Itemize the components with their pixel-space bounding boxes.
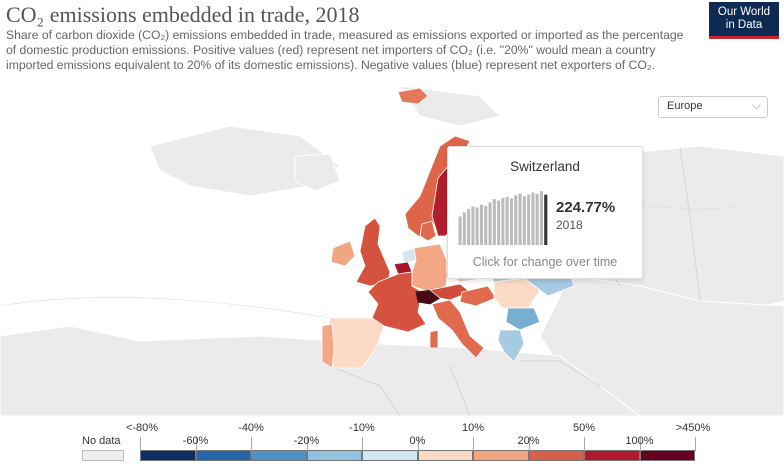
legend-tick-label: -60% [182, 435, 209, 447]
sparkline-bar [462, 212, 466, 245]
chart-title: CO₂ emissions embedded in trade, 2018 [6, 2, 360, 27]
sparkline-bar [527, 194, 531, 245]
background-land [0, 86, 784, 416]
legend-tick [251, 437, 252, 451]
legend-bin [362, 450, 418, 461]
legend-tick-label: 10% [461, 422, 485, 434]
legend-tick [528, 437, 530, 451]
legend-no-data-label: No data [82, 435, 121, 447]
country-ireland[interactable] [330, 240, 356, 267]
legend-bin [584, 450, 640, 461]
sparkline-bar [458, 216, 462, 245]
country-netherlands[interactable] [401, 247, 417, 265]
sparkline-bar [518, 193, 522, 245]
legend-bin [528, 450, 584, 461]
chart-subtitle: Share of carbon dioxide (CO₂) emissions … [6, 28, 684, 72]
country-austria[interactable] [429, 283, 471, 301]
legend-bin [639, 450, 695, 461]
country-tooltip: Switzerland 224.77% 2018 Click for chang… [447, 146, 643, 279]
country-italy[interactable] [431, 299, 485, 359]
sparkline-bar [479, 204, 483, 245]
sparkline-bar [497, 200, 501, 245]
sparkline-bar [501, 198, 505, 245]
legend-tick [417, 437, 419, 451]
legend-no-data-swatch [82, 450, 124, 461]
legend-tick-label: -20% [293, 435, 320, 447]
region-select-value: Europe [667, 100, 703, 112]
legend-bin [473, 450, 529, 461]
legend-tick [695, 437, 696, 451]
tooltip-year: 2018 [556, 218, 583, 232]
country-united-kingdom[interactable] [355, 217, 391, 287]
chevron-down-icon: ⌵ [751, 98, 761, 112]
legend-bin [251, 450, 307, 461]
country-france[interactable] [367, 271, 427, 333]
legend-bin [417, 450, 473, 461]
legend-tick [584, 437, 585, 451]
legend-bin [140, 450, 196, 461]
sparkline-bar [535, 193, 539, 245]
legend-bin [195, 450, 251, 461]
sparkline-bar [522, 196, 526, 245]
tooltip-sparkline [458, 191, 548, 245]
sparkline-bar [514, 195, 518, 245]
legend-bin [306, 450, 362, 461]
country-denmark[interactable] [419, 220, 437, 242]
tooltip-value: 224.77% [556, 199, 616, 216]
legend-tick [362, 437, 363, 451]
legend-tick [306, 437, 308, 451]
country-germany[interactable] [411, 243, 449, 293]
tooltip-hint: Click for change over time [472, 255, 618, 269]
country-iceland[interactable] [397, 87, 429, 105]
legend-tick [639, 437, 641, 451]
choropleth-map[interactable] [0, 86, 784, 416]
country-bulgaria[interactable] [505, 307, 541, 331]
sparkline-bar [467, 209, 471, 245]
legend-tick-label: <-80% [125, 422, 159, 434]
color-legend: No data <-80% -60% -40% -20% -10% 0% 10% 20% 50%… [0, 418, 784, 474]
legend-tick-label: -10% [349, 422, 375, 434]
sparkline-bar [475, 207, 479, 245]
logo-line-1: Our World [717, 6, 771, 18]
legend-tick-label: 0% [409, 435, 426, 447]
legend-tick [473, 437, 474, 451]
tooltip-country: Switzerland [510, 159, 580, 174]
legend-tick-label: 50% [572, 422, 596, 434]
legend-tick-label: 20% [517, 435, 540, 447]
country-sardinia[interactable] [429, 329, 439, 349]
country-hungary[interactable] [459, 285, 497, 307]
legend-tick-label: -40% [238, 422, 264, 434]
sparkline-bar [484, 205, 488, 245]
sparkline-bar [539, 191, 543, 245]
legend-tick-label: >450% [675, 422, 711, 434]
country-portugal[interactable] [321, 323, 335, 369]
region-select[interactable]: Europe ⌵ [658, 96, 768, 118]
sparkline-bar [505, 196, 509, 245]
owid-logo[interactable]: Our World in Data [709, 2, 779, 39]
sparkline-bar [492, 199, 496, 245]
sparkline-bar [531, 192, 535, 245]
legend-tick [195, 437, 197, 451]
sparkline-bar [544, 194, 548, 245]
logo-line-2: in Data [725, 19, 763, 31]
sparkline-bar [471, 206, 475, 245]
sparkline-bar [509, 198, 513, 245]
sparkline-bar [488, 202, 492, 245]
country-greece[interactable] [497, 329, 525, 363]
legend-tick-label: 100% [625, 435, 654, 447]
legend-tick [140, 437, 141, 451]
